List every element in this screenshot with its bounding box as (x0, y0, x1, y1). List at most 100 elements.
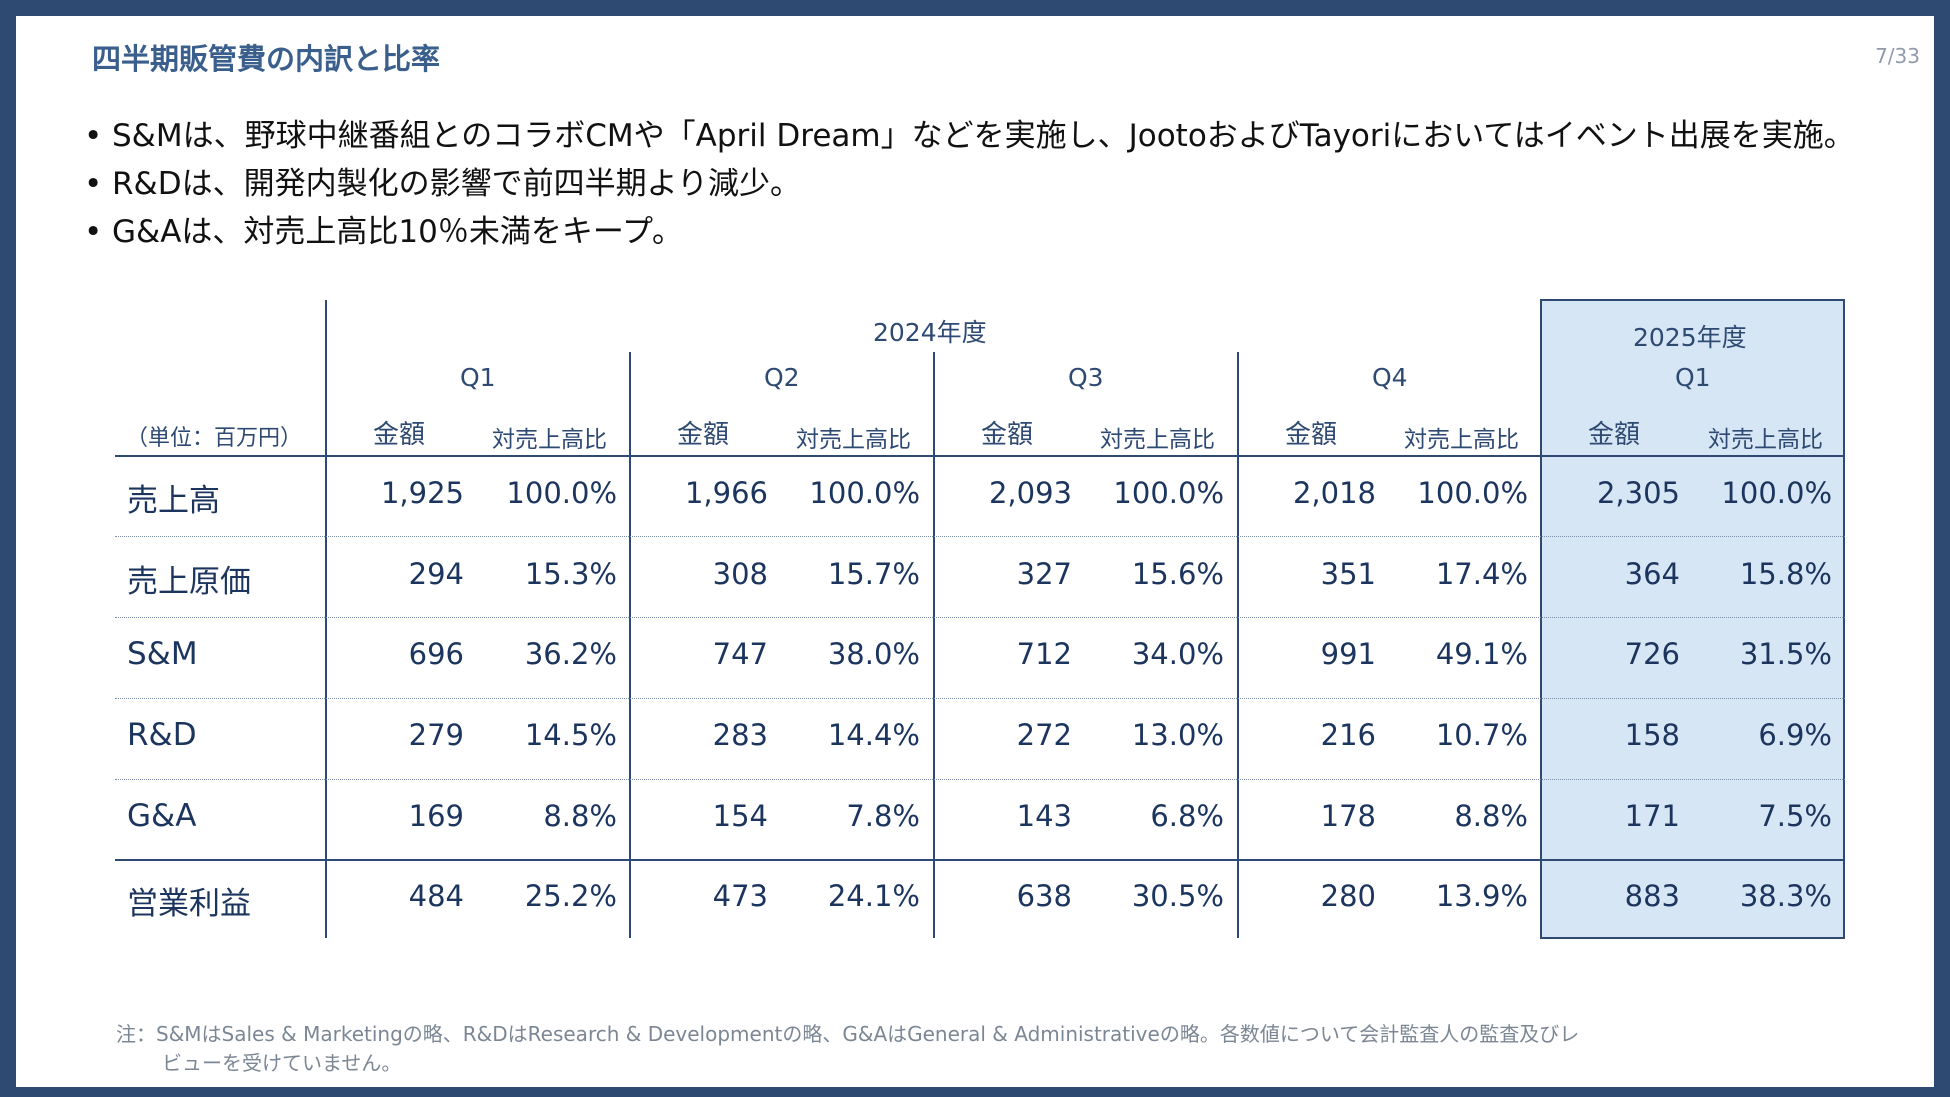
row-label: 営業利益 (127, 886, 251, 922)
amount-cell: 351 (1320, 557, 1376, 591)
amount-cell: 473 (712, 879, 768, 913)
header-rule (115, 455, 1845, 457)
ratio-header: 対売上高比 (492, 427, 607, 453)
amount-cell: 154 (712, 799, 768, 833)
ratio-cell: 13.9% (1435, 879, 1528, 913)
footnote-line: ビューを受けていません。 (162, 1051, 402, 1075)
column-divider (325, 300, 327, 938)
fy2025-highlight (1540, 299, 1845, 939)
amount-header: 金額 (981, 420, 1034, 450)
row-label: G&A (127, 798, 197, 834)
ratio-header: 対売上高比 (1404, 427, 1519, 453)
amount-header: 金額 (1588, 420, 1641, 450)
row-divider (115, 698, 1845, 699)
ratio-cell: 6.9% (1758, 718, 1832, 752)
fy-header: 2025年度 (1633, 323, 1747, 352)
fy-header: 2024年度 (873, 318, 987, 347)
ratio-header: 対売上高比 (1100, 427, 1215, 453)
ratio-cell: 7.8% (846, 799, 920, 833)
ratio-cell: 31.5% (1739, 637, 1832, 671)
amount-cell: 143 (1016, 799, 1072, 833)
ratio-header: 対売上高比 (1708, 427, 1823, 453)
bullet-item: G&Aは、対売上高比10％未満をキープ。 (84, 212, 1872, 252)
ratio-cell: 15.6% (1131, 557, 1224, 591)
amount-cell: 364 (1624, 557, 1680, 591)
amount-cell: 1,966 (684, 476, 768, 510)
amount-cell: 171 (1624, 799, 1680, 833)
amount-cell: 283 (712, 718, 768, 752)
ratio-cell: 38.3% (1739, 879, 1832, 913)
amount-cell: 169 (408, 799, 464, 833)
footnote-line: 注：S&MはSales & Marketingの略、R&DはResearch &… (116, 1022, 1580, 1046)
ratio-cell: 100.0% (809, 476, 920, 510)
ratio-cell: 38.0% (827, 637, 920, 671)
ratio-cell: 14.4% (827, 718, 920, 752)
row-label: 売上原価 (127, 564, 251, 600)
ratio-header: 対売上高比 (796, 427, 911, 453)
amount-cell: 991 (1320, 637, 1376, 671)
amount-cell: 158 (1624, 718, 1680, 752)
amount-cell: 484 (408, 879, 464, 913)
ratio-cell: 36.2% (524, 637, 617, 671)
ratio-cell: 34.0% (1131, 637, 1224, 671)
ratio-cell: 14.5% (524, 718, 617, 752)
row-divider (115, 617, 1845, 618)
row-divider (115, 779, 1845, 780)
quarter-header: Q2 (764, 363, 800, 392)
ratio-cell: 17.4% (1435, 557, 1528, 591)
ratio-cell: 15.8% (1739, 557, 1832, 591)
amount-cell: 272 (1016, 718, 1072, 752)
amount-cell: 2,093 (988, 476, 1072, 510)
ratio-cell: 15.7% (827, 557, 920, 591)
amount-cell: 726 (1624, 637, 1680, 671)
row-label: 売上高 (127, 483, 220, 519)
amount-cell: 747 (712, 637, 768, 671)
column-divider (629, 352, 631, 938)
bullet-item: S&Mは、野球中継番組とのコラボCMや「April Dream」などを実施し、J… (84, 116, 1872, 156)
ratio-cell: 100.0% (1417, 476, 1528, 510)
ratio-cell: 8.8% (543, 799, 617, 833)
slide-title: 四半期販管費の内訳と比率 (92, 42, 441, 76)
bullet-item: R&Dは、開発内製化の影響で前四半期より減少。 (84, 164, 1872, 204)
amount-cell: 308 (712, 557, 768, 591)
ratio-cell: 49.1% (1435, 637, 1528, 671)
bullet-list: S&Mは、野球中継番組とのコラボCMや「April Dream」などを実施し、J… (84, 116, 1872, 260)
amount-cell: 2,305 (1596, 476, 1680, 510)
row-label: R&D (127, 717, 197, 753)
ratio-cell: 100.0% (1113, 476, 1224, 510)
ratio-cell: 8.8% (1454, 799, 1528, 833)
column-divider (1237, 352, 1239, 938)
operating-income-rule (115, 859, 1845, 861)
ratio-cell: 100.0% (506, 476, 617, 510)
quarter-header: Q1 (1675, 363, 1711, 392)
amount-cell: 1,925 (380, 476, 464, 510)
ratio-cell: 13.0% (1131, 718, 1224, 752)
amount-cell: 696 (408, 637, 464, 671)
ratio-cell: 6.8% (1150, 799, 1224, 833)
amount-cell: 327 (1016, 557, 1072, 591)
amount-header: 金額 (373, 420, 426, 450)
quarter-header: Q3 (1068, 363, 1104, 392)
unit-label: （単位：百万円） (126, 426, 303, 451)
amount-cell: 638 (1016, 879, 1072, 913)
ratio-cell: 100.0% (1721, 476, 1832, 510)
ratio-cell: 25.2% (524, 879, 617, 913)
row-divider (115, 536, 1845, 537)
amount-cell: 280 (1320, 879, 1376, 913)
ratio-cell: 15.3% (524, 557, 617, 591)
ratio-cell: 24.1% (827, 879, 920, 913)
row-label: S&M (127, 636, 198, 672)
amount-cell: 294 (408, 557, 464, 591)
column-divider (933, 352, 935, 938)
amount-cell: 279 (408, 718, 464, 752)
amount-cell: 2,018 (1292, 476, 1376, 510)
quarter-header: Q4 (1372, 363, 1408, 392)
ratio-cell: 7.5% (1758, 799, 1832, 833)
amount-cell: 883 (1624, 879, 1680, 913)
ratio-cell: 10.7% (1435, 718, 1528, 752)
amount-cell: 216 (1320, 718, 1376, 752)
footnote: 注：S&MはSales & Marketingの略、R&DはResearch &… (116, 1020, 1816, 1078)
amount-cell: 178 (1320, 799, 1376, 833)
quarter-header: Q1 (460, 363, 496, 392)
